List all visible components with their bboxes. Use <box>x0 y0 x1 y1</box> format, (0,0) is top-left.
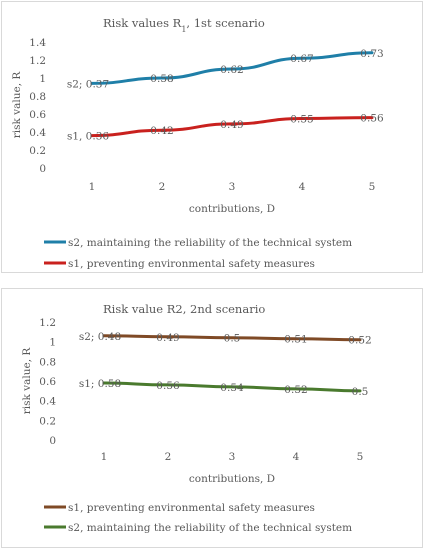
chart-1-y-tick-label: 0 <box>39 163 46 175</box>
chart-1-series-line-1 <box>90 51 374 85</box>
chart-2-legend-entry: s2, maintaining the reliability of the t… <box>68 522 352 534</box>
chart-2-y-tick-label: 0.8 <box>39 356 56 368</box>
chart-1-y-tick-label: 0.6 <box>29 109 46 121</box>
chart-2-y-tick-label: 0 <box>49 435 56 447</box>
chart-2-x-axis-label: contributions, D <box>189 473 275 485</box>
chart-2-data-label: 0.51 <box>284 334 307 346</box>
chart-1-data-label: 0.55 <box>290 114 313 126</box>
chart-2-y-tick-label: 1 <box>49 337 56 349</box>
chart-1-y-tick-label: 1.4 <box>29 37 46 49</box>
chart-1-data-label: 0.62 <box>220 64 243 76</box>
chart-2-y-tick-label: 0.2 <box>39 415 56 427</box>
chart-1-data-label: 0.58 <box>150 73 173 85</box>
chart-2-data-label: 0.49 <box>156 332 179 344</box>
chart-1-data-label: s2; 0.37 <box>67 78 109 90</box>
chart-2-data-label: 0.52 <box>348 335 371 347</box>
chart-2-y-axis-label: risk value, R <box>21 347 33 415</box>
chart-1-legend-entry: s1, preventing environmental safety meas… <box>68 258 315 270</box>
chart-2-legend-entry: s1, preventing environmental safety meas… <box>68 502 315 514</box>
chart-2-data-label: 0.52 <box>284 384 307 396</box>
chart-1-data-label: 0.42 <box>150 125 173 137</box>
chart-1-y-axis-label: risk value, R <box>11 71 23 139</box>
chart-1-data-label: 0.56 <box>360 113 384 125</box>
chart-2-title: Risk value R2, 2nd scenario <box>103 302 265 316</box>
chart-1-data-label: s1, 0.36 <box>67 131 109 143</box>
chart-2-x-tick-label: 1 <box>101 451 108 463</box>
chart-1-x-tick-label: 4 <box>299 181 306 193</box>
chart-1-y-tick-label: 1.2 <box>29 55 46 67</box>
chart-1-x-axis-label: contributions, D <box>189 203 275 215</box>
chart-2-y-tick-label: 0.4 <box>39 396 56 408</box>
chart-1-title: Risk values R1, 1st scenario <box>103 16 265 34</box>
chart-1-data-label: 0.73 <box>360 48 383 60</box>
chart-2-data-label: 0.5 <box>352 386 369 398</box>
chart-1-legend-entry: s2, maintaining the reliability of the t… <box>68 237 352 249</box>
chart-2-x-tick-label: 4 <box>293 451 300 463</box>
chart-2-data-label: 0.56 <box>156 380 180 392</box>
chart-1-data-label: 0.67 <box>290 53 313 65</box>
chart-2-x-tick-label: 3 <box>229 451 236 463</box>
chart-2-data-label: s2; 0.48 <box>79 331 121 343</box>
chart-1-series-line-2 <box>90 116 374 138</box>
chart-1-y-tick-label: 0.4 <box>29 127 46 139</box>
chart-1-data-label: 0.49 <box>220 119 243 131</box>
chart-2-y-tick-label: 1.2 <box>39 317 56 329</box>
chart-2-x-tick-label: 5 <box>357 451 364 463</box>
chart-2-data-label: 0.54 <box>220 382 244 394</box>
chart-1-x-tick-label: 5 <box>369 181 376 193</box>
chart-2-series-line-1 <box>102 334 362 342</box>
chart-2-y-tick-label: 0.6 <box>39 376 56 388</box>
chart-1-x-tick-label: 3 <box>229 181 236 193</box>
chart-1-y-tick-label: 0.2 <box>29 145 46 157</box>
chart-1-y-tick-label: 1 <box>39 73 46 85</box>
chart-1-x-tick-label: 1 <box>89 181 96 193</box>
chart-panel-2: Risk value R2, 2nd scenario risk value, … <box>1 288 423 548</box>
chart-1-x-tick-label: 2 <box>159 181 166 193</box>
chart-2-series-line-2 <box>102 381 362 393</box>
chart-2-x-tick-label: 2 <box>165 451 172 463</box>
chart-2-svg: Risk value R2, 2nd scenario risk value, … <box>21 302 372 534</box>
chart-1-svg: Risk values R1, 1st scenario risk value,… <box>11 16 384 270</box>
chart-2-data-label: 0.5 <box>224 333 241 345</box>
chart-1-y-tick-label: 0.8 <box>29 91 46 103</box>
chart-panel-1: Risk values R1, 1st scenario risk value,… <box>1 1 423 273</box>
chart-2-data-label: s1; 0.58 <box>79 378 121 390</box>
